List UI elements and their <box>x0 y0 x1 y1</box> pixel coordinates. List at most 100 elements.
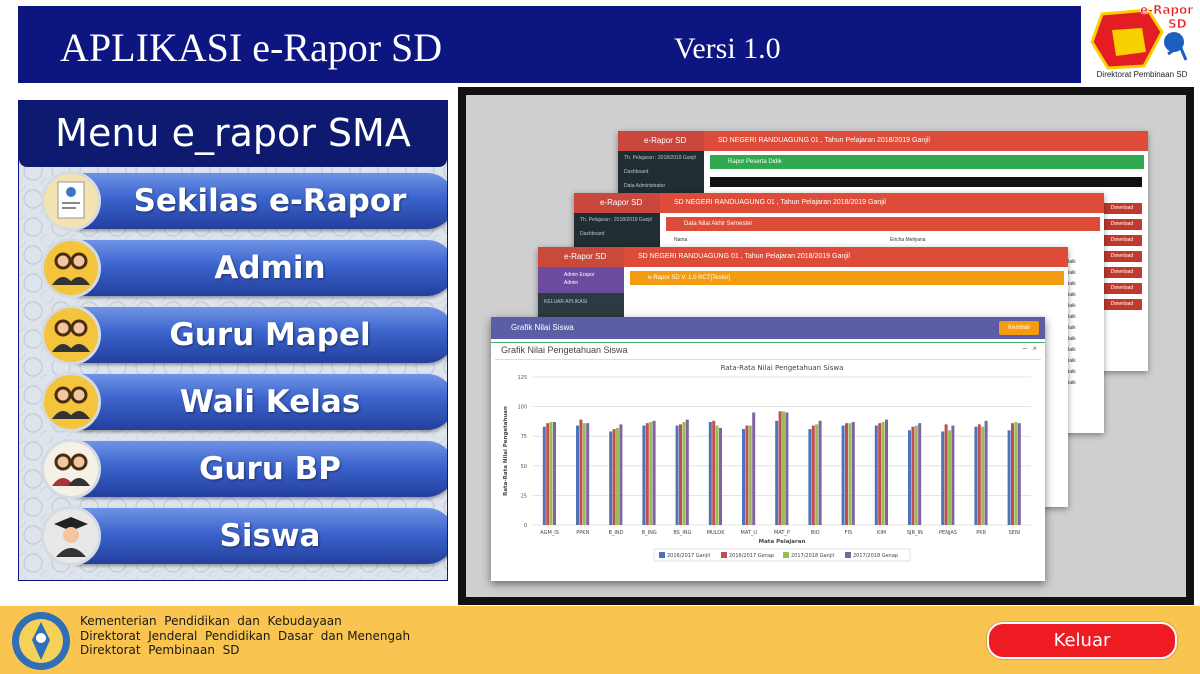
preview-col-nama: Nama <box>674 237 688 243</box>
legend-swatch <box>659 552 665 558</box>
y-tick-label: 25 <box>521 493 527 499</box>
graduate-student-icon <box>41 506 101 566</box>
bar <box>616 427 619 525</box>
preview-download-btn: Download <box>1102 299 1142 310</box>
y-tick-label: 75 <box>521 434 527 440</box>
legend-entry: 2016/2017 Ganjil <box>667 553 710 559</box>
preview-download-btn: Download <box>1102 283 1142 294</box>
bar <box>1011 423 1014 525</box>
preview-baik: Baik <box>1066 380 1076 386</box>
bar <box>874 425 878 525</box>
menu-item-admin[interactable]: Admin <box>41 238 447 298</box>
footer-line-3: Direktorat Pembinaan SD <box>80 643 240 657</box>
preview-brand: e-Rapor SD <box>618 131 704 151</box>
bar <box>878 423 882 525</box>
bar <box>845 423 848 525</box>
preview-side-period: Th. Pelajaran : 2018/2019 Ganjil <box>624 155 696 161</box>
menu-item-siswa[interactable]: Siswa <box>41 506 447 566</box>
app-preview-screenshot: e-Rapor SD SD NEGERI RANDUAGUNG 01 , Tah… <box>458 87 1194 605</box>
bar <box>649 421 653 525</box>
menu-item-label[interactable]: Guru BP <box>198 451 341 487</box>
preview-download-btn: Download <box>1102 203 1142 214</box>
logout-button[interactable]: Keluar <box>987 622 1177 659</box>
x-tick-label: AGM_IS <box>540 530 559 536</box>
x-tick-label: B_IND <box>609 530 624 536</box>
x-tick-label: SJR_IN <box>907 530 923 536</box>
book-cover-icon <box>41 171 101 231</box>
preview-panel-title: e-Rapor SD V. 1.0 RCT[Tester] <box>630 271 1064 285</box>
x-tick-label: FIS <box>845 530 853 536</box>
y-tick-label: 100 <box>517 405 527 411</box>
bar <box>609 431 613 525</box>
y-tick-label: 50 <box>521 464 527 470</box>
bar <box>549 421 553 525</box>
logo-caption: Direktorat Pembinaan SD <box>1096 70 1188 79</box>
menu-pill[interactable] <box>55 240 447 296</box>
chart-card-title: Grafik Nilai Pengetahuan Siswa <box>501 345 628 355</box>
bar <box>1007 430 1011 525</box>
menu-item-wali-kelas[interactable]: Wali Kelas <box>41 372 447 432</box>
preview-side-dashboard: Dashboard <box>624 169 649 175</box>
app-version: Versi 1.0 <box>674 32 781 65</box>
bar <box>682 421 686 525</box>
bar <box>782 411 785 525</box>
bar <box>914 425 918 525</box>
bar <box>815 424 819 525</box>
menu-item-label[interactable]: Wali Kelas <box>179 384 361 420</box>
preview-brand: e-Rapor SD <box>574 193 660 213</box>
menu-pill[interactable] <box>55 441 447 497</box>
tut-wuri-handayani-logo-icon <box>12 612 70 670</box>
bar <box>553 421 556 525</box>
legend-entry: 2017/2018 Genap <box>853 553 898 559</box>
legend-entry: 2016/2017 Genap <box>729 553 774 559</box>
bar <box>841 425 845 525</box>
preview-table-header <box>710 177 1142 187</box>
bar <box>908 430 911 525</box>
preview-baik: Baik <box>1066 292 1076 298</box>
legend-swatch <box>721 552 727 558</box>
preview-baik: Baik <box>1066 259 1076 265</box>
menu-item-label[interactable]: Admin <box>214 250 326 286</box>
bar <box>745 425 749 525</box>
menu-pill[interactable] <box>55 173 447 229</box>
erapor-logo: e-Rapor SD Direktorat Pembinaan SD <box>1082 2 1200 84</box>
bar <box>911 426 915 525</box>
preview-topbar: SD NEGERI RANDUAGUNG 01 , Tahun Pelajara… <box>704 131 1148 151</box>
x-tick-label: KIM <box>877 530 886 536</box>
preview-col-nama-value: Ericha Meliyana <box>890 237 926 243</box>
menu-item-guru-bp[interactable]: Guru BP <box>41 439 447 499</box>
chart-card-divider <box>495 359 1041 360</box>
kembali-button: Kembali <box>999 321 1039 335</box>
preview-side-period: Th. Pelajaran : 2018/2019 Ganjil <box>580 217 652 223</box>
footer-line-1: Kementerian Pendidikan dan Kebudayaan <box>80 614 342 628</box>
menu-item-label[interactable]: Sekilas e-Rapor <box>133 183 407 219</box>
legend-swatch <box>845 552 851 558</box>
bar <box>1014 421 1018 525</box>
bar <box>851 421 855 525</box>
menu-item-sekilas[interactable]: Sekilas e-Rapor <box>41 171 447 231</box>
menu-item-label[interactable]: Guru Mapel <box>169 317 371 353</box>
menu-title: Menu e_rapor SMA <box>19 101 447 167</box>
bar <box>652 420 656 525</box>
erapor-logo-icon: e-Rapor SD <box>1090 3 1194 70</box>
menu-item-guru-mapel[interactable]: Guru Mapel <box>41 305 447 365</box>
menu-pill[interactable] <box>55 307 447 363</box>
preview-baik: Baik <box>1066 369 1076 375</box>
preview-user-name: Admin Erapor <box>564 272 595 278</box>
y-tick-label: 125 <box>517 375 527 381</box>
bar <box>977 424 981 525</box>
footer: Kementerian Pendidikan dan Kebudayaan Di… <box>0 606 1200 674</box>
preview-baik: Baik <box>1066 347 1076 353</box>
menu-item-label[interactable]: Siswa <box>219 518 321 554</box>
menu-pill[interactable] <box>55 508 447 564</box>
preview-baik: Baik <box>1066 303 1076 309</box>
x-tick-label: PENJAS <box>939 530 957 536</box>
x-tick-label: MULOK <box>707 530 726 536</box>
bar <box>785 412 789 525</box>
menu-pill[interactable] <box>55 374 447 430</box>
preview-user-panel: Admin Erapor Admin <box>538 267 624 293</box>
bar <box>719 427 722 525</box>
y-axis-label: Rata-Rata Nilai Pengetahuan <box>503 406 509 496</box>
bar <box>576 425 579 525</box>
legend-entry: 2017/2018 Ganjil <box>791 553 834 559</box>
